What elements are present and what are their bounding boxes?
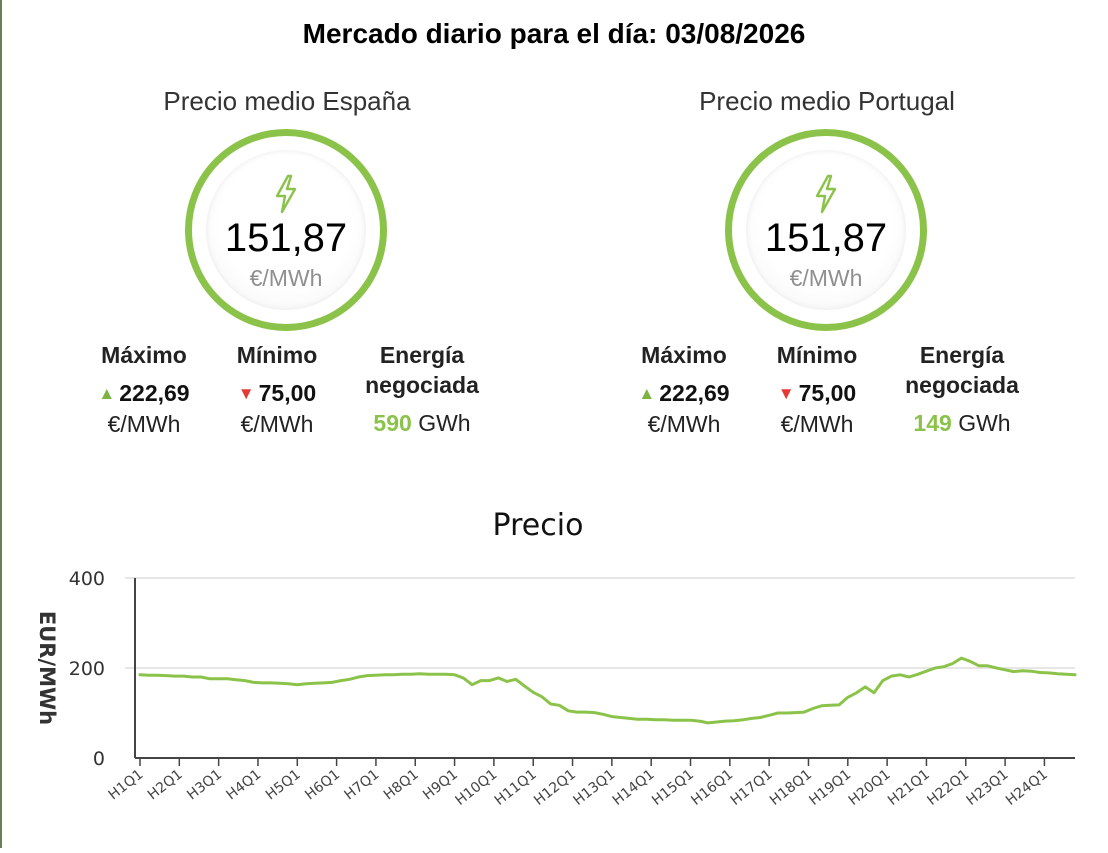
x-tick-label: H4Q1	[224, 767, 265, 804]
up-triangle-icon: ▲	[638, 384, 656, 403]
gauge-inner: 151,87 €/MWh	[206, 150, 366, 310]
y-tick-label: 200	[69, 658, 105, 680]
x-tick-label: H24Q1	[1003, 767, 1051, 809]
energy-unit: GWh	[958, 410, 1011, 436]
x-tick-label: H7Q1	[342, 767, 383, 804]
y-tick-label: 400	[69, 568, 105, 590]
x-tick-label: H2Q1	[145, 767, 186, 804]
x-tick-label: H12Q1	[531, 767, 579, 809]
x-tick-label: H11Q1	[492, 767, 540, 809]
stat-max: Máximo ▲ 222,69 €/MWh	[619, 340, 749, 439]
energy-label-line2: negociada	[365, 372, 479, 398]
x-tick-label: H15Q1	[649, 767, 697, 809]
down-triangle-icon: ▼	[237, 384, 255, 403]
panel-title-spain: Precio medio España	[163, 86, 411, 116]
x-tick-label: H5Q1	[263, 767, 304, 804]
x-tick-label: H21Q1	[885, 767, 933, 809]
x-tick-label: H1Q1	[106, 767, 147, 804]
avg-price-value: 151,87	[764, 216, 888, 260]
y-axis-label: EUR/MWh	[35, 611, 59, 725]
min-unit: €/MWh	[240, 411, 314, 437]
price-gauge-spain: 151,87 €/MWh	[185, 129, 387, 331]
up-triangle-icon: ▲	[98, 384, 116, 403]
stat-energy: Energía negociada 149 GWh	[887, 340, 1037, 438]
x-tick-label: H14Q1	[610, 767, 658, 809]
price-gauge-portugal: 151,87 €/MWh	[725, 129, 927, 331]
min-value: 75,00	[798, 380, 857, 406]
avg-price-unit: €/MWh	[789, 265, 863, 291]
lightning-bolt-icon	[275, 174, 297, 214]
x-tick-label: H16Q1	[688, 767, 736, 809]
chart-title: Precio	[493, 508, 584, 543]
stat-min: Mínimo ▼ 75,00 €/MWh	[752, 340, 882, 439]
min-label: Mínimo	[236, 342, 318, 368]
stat-min: Mínimo ▼ 75,00 €/MWh	[212, 340, 342, 439]
x-tick-label: H8Q1	[381, 767, 422, 804]
x-tick-label: H10Q1	[452, 767, 500, 809]
page-title: Mercado diario para el día: 03/08/2026	[302, 18, 806, 49]
stat-energy: Energía negociada 590 GWh	[347, 340, 497, 438]
x-tick-label: H23Q1	[964, 767, 1012, 809]
x-ticks: H1Q1H2Q1H3Q1H4Q1H5Q1H6Q1H7Q1H8Q1H9Q1H10Q…	[106, 758, 1051, 809]
min-label: Mínimo	[776, 342, 858, 368]
energy-label-line1: Energía	[919, 342, 1005, 368]
max-unit: €/MWh	[647, 411, 721, 437]
avg-price-unit: €/MWh	[249, 265, 323, 291]
price-chart: Precio EUR/MWh 0 200 400 H1Q1 H2Q1 H3Q1 H4Q1 H…	[0, 490, 1108, 848]
avg-price-value: 151,87	[224, 216, 348, 260]
max-unit: €/MWh	[107, 411, 181, 437]
x-tick-label: H17Q1	[728, 767, 776, 809]
stat-max: Máximo ▲ 222,69 €/MWh	[79, 340, 209, 439]
energy-label-line1: Energía	[379, 342, 465, 368]
x-tick-label: H19Q1	[806, 767, 854, 809]
max-label: Máximo	[641, 342, 727, 368]
max-value: 222,69	[659, 380, 730, 406]
max-label: Máximo	[101, 342, 187, 368]
x-tick-label: H22Q1	[924, 767, 972, 809]
min-unit: €/MWh	[780, 411, 854, 437]
energy-value: 590	[373, 410, 412, 436]
panel-title-portugal: Precio medio Portugal	[699, 86, 955, 116]
down-triangle-icon: ▼	[777, 384, 795, 403]
max-value: 222,69	[119, 380, 190, 406]
x-tick-label: H6Q1	[302, 767, 343, 804]
x-tick-label: H13Q1	[570, 767, 618, 809]
min-value: 75,00	[258, 380, 317, 406]
x-tick-label: H18Q1	[767, 767, 815, 809]
energy-unit: GWh	[418, 410, 471, 436]
left-border	[0, 0, 2, 848]
y-tick-label: 0	[93, 748, 105, 770]
panel-portugal: Precio medio Portugal 151,87 €/MWh Máxim…	[597, 84, 1057, 437]
x-tick-label: H3Q1	[184, 767, 225, 804]
gridlines	[125, 577, 1075, 759]
gauge-inner: 151,87 €/MWh	[746, 150, 906, 310]
energy-label-line2: negociada	[905, 372, 1019, 398]
lightning-bolt-icon	[815, 174, 837, 214]
panel-spain: Precio medio España 151,87 €/MWh Máximo …	[57, 84, 517, 437]
y-ticks: 0 200 400	[69, 568, 105, 770]
series-line	[138, 656, 1077, 725]
x-tick-label: H20Q1	[846, 767, 894, 809]
energy-value: 149	[913, 410, 952, 436]
